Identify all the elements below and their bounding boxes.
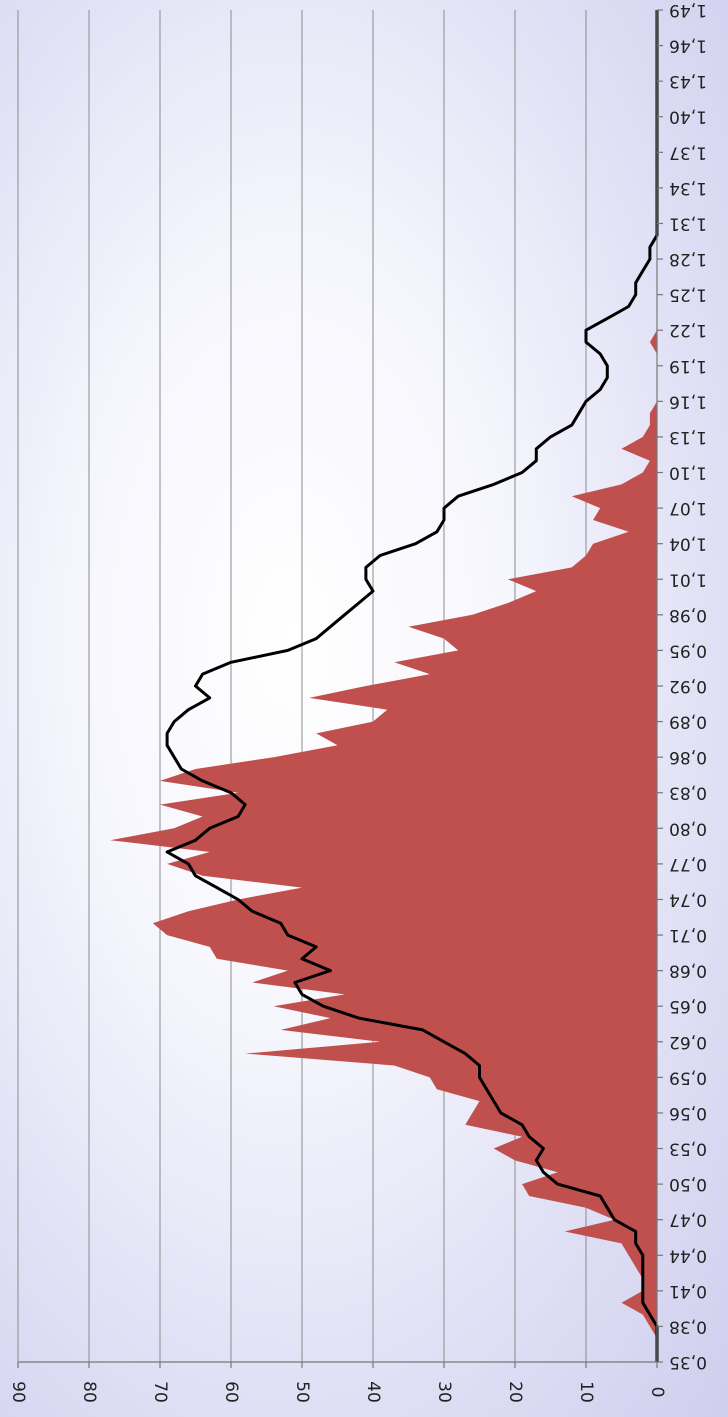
category-tick-label: 0,83 — [669, 783, 707, 803]
category-tick-label: 0,80 — [669, 818, 707, 838]
category-tick-label: 0,62 — [669, 1032, 707, 1052]
value-tick-label: 20 — [505, 1381, 525, 1403]
category-tick-label: 0,44 — [669, 1245, 707, 1265]
category-tick-label: 1,19 — [669, 356, 707, 376]
category-tick-label: 0,47 — [669, 1210, 707, 1230]
category-tick-label: 1,43 — [669, 71, 707, 91]
category-tick-label: 0,71 — [669, 925, 707, 945]
category-tick-label: 0,41 — [669, 1281, 707, 1301]
category-tick-label: 1,10 — [669, 463, 707, 483]
value-tick-label: 80 — [79, 1381, 99, 1403]
category-tick-label: 1,07 — [669, 498, 707, 518]
axes — [17, 9, 663, 1368]
category-tick-label: 1,22 — [669, 320, 707, 340]
category-tick-label: 1,34 — [669, 178, 707, 198]
category-tick-label: 0,92 — [669, 676, 707, 696]
category-tick-label: 1,40 — [669, 107, 707, 127]
category-tick-label: 0,35 — [669, 1352, 707, 1372]
category-tick-label: 1,16 — [669, 391, 707, 411]
value-tick-label: 70 — [150, 1381, 170, 1403]
category-axis-tick-labels: 0,35 0,38 0,41 0,44 0,47 0,50 0,53 0,56 0,59 0,62… — [669, 0, 707, 1372]
category-tick-label: 0,38 — [669, 1316, 707, 1336]
category-tick-label: 0,74 — [669, 889, 707, 909]
value-tick-label: 0 — [647, 1387, 667, 1398]
category-tick-label: 0,77 — [669, 854, 707, 874]
category-tick-label: 1,49 — [669, 0, 707, 20]
category-tick-label: 0,68 — [669, 961, 707, 981]
category-tick-label: 0,89 — [669, 712, 707, 732]
value-tick-label: 10 — [576, 1381, 596, 1403]
value-axis-tick-labels: 0 10 20 30 40 50 60 70 80 90 — [8, 1381, 667, 1403]
category-tick-label: 1,28 — [669, 249, 707, 269]
category-tick-label: 0,56 — [669, 1103, 707, 1123]
value-tick-label: 90 — [8, 1381, 28, 1403]
category-tick-label: 1,01 — [669, 569, 707, 589]
category-tick-label: 1,37 — [669, 142, 707, 162]
category-tick-label: 0,86 — [669, 747, 707, 767]
category-tick-label: 0,59 — [669, 1067, 707, 1087]
category-tick-label: 0,53 — [669, 1139, 707, 1159]
category-tick-label: 1,25 — [669, 285, 707, 305]
value-tick-label: 30 — [434, 1381, 454, 1403]
category-tick-label: 1,31 — [669, 213, 707, 233]
value-tick-label: 60 — [221, 1381, 241, 1403]
category-tick-label: 0,98 — [669, 605, 707, 625]
value-tick-label: 50 — [292, 1381, 312, 1403]
category-tick-label: 1,04 — [669, 534, 707, 554]
category-tick-label: 1,13 — [669, 427, 707, 447]
category-tick-label: 1,46 — [669, 36, 707, 56]
category-tick-label: 0,95 — [669, 640, 707, 660]
category-tick-label: 0,65 — [669, 996, 707, 1016]
category-tick-label: 0,50 — [669, 1174, 707, 1194]
value-tick-label: 40 — [363, 1381, 383, 1403]
area-series — [110, 247, 658, 1362]
area-series-layer — [110, 247, 658, 1362]
gridlines — [17, 10, 587, 1362]
